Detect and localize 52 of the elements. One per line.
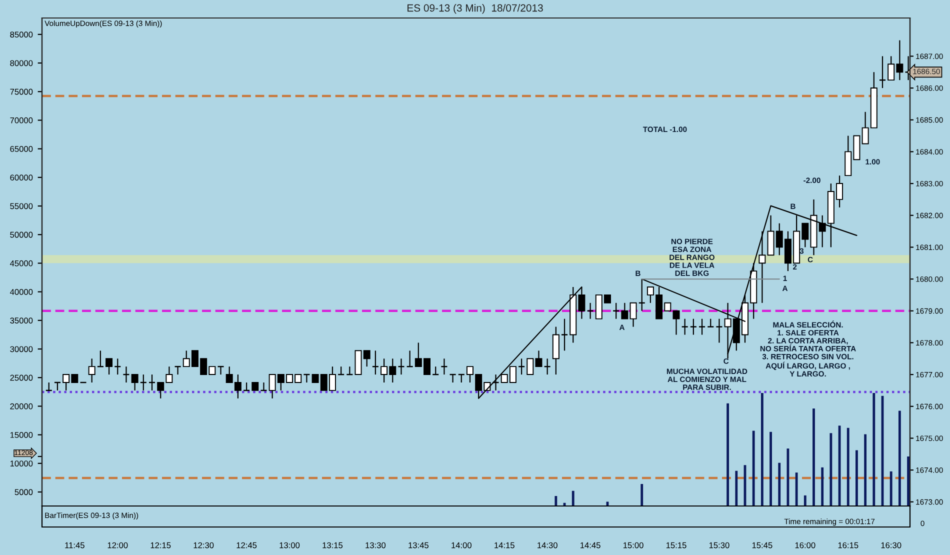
x-tick-label: 15:45 xyxy=(752,542,772,548)
y2-tick-label: 30000 xyxy=(10,346,33,352)
candlestick xyxy=(630,302,637,328)
x-tick-label: 14:15 xyxy=(494,542,514,548)
x-tick-label: 15:15 xyxy=(666,542,686,548)
x-tick-label: 13:45 xyxy=(408,542,428,548)
x-tick-label: 14:45 xyxy=(580,542,600,548)
candlestick xyxy=(681,318,688,336)
candlestick xyxy=(621,302,628,320)
x-tick-label: 15:00 xyxy=(623,542,644,548)
x-tick-label: 13:00 xyxy=(280,542,300,548)
y2-tick-label: 75000 xyxy=(10,88,33,95)
y2-tick-label: 35000 xyxy=(10,318,33,324)
candlestick xyxy=(131,374,138,391)
y2-tick-label: 70000 xyxy=(10,117,33,124)
y2-tick-label: 10000 xyxy=(10,460,33,466)
candlestick xyxy=(758,230,766,304)
y2-tick-label: 60000 xyxy=(10,174,33,181)
x-tick-label: 16:00 xyxy=(795,542,816,548)
x-tick-label: 16:30 xyxy=(881,542,902,548)
candlestick xyxy=(716,318,723,344)
candlestick xyxy=(698,318,706,336)
y2-tick-label: 45000 xyxy=(10,260,33,266)
candlestick xyxy=(612,302,620,320)
x-tick-label: 14:30 xyxy=(538,542,558,548)
x-tick-label: 13:15 xyxy=(322,542,343,548)
x-tick-label: 12:45 xyxy=(236,542,257,548)
y2-tick-label: 50000 xyxy=(10,232,33,238)
candlestick xyxy=(690,318,698,336)
y2-tick-label: 15000 xyxy=(10,432,33,438)
y2-tick-label: 85000 xyxy=(10,32,33,38)
candlestick xyxy=(106,358,113,376)
x-tick-label: 12:00 xyxy=(108,542,128,548)
x-tick-label: 16:15 xyxy=(838,542,858,548)
y2-tick-label: 55000 xyxy=(10,203,33,210)
x-tick-label: 11:45 xyxy=(65,542,84,548)
x-tick-label: 13:30 xyxy=(366,542,386,548)
x-tick-label: 12:30 xyxy=(194,542,214,548)
candlestick xyxy=(88,358,96,384)
y2-tick-label: 40000 xyxy=(10,289,33,295)
x-tick-label: 14:00 xyxy=(452,542,472,548)
candlestick xyxy=(586,302,594,320)
y2-tick-label: 65000 xyxy=(10,146,33,152)
y2-tick-label: 25000 xyxy=(10,374,33,381)
candlestick xyxy=(552,326,560,376)
x-tick-label: 12:15 xyxy=(150,542,171,548)
chart-title: ES 09-13 (3 Min) 18/07/2013 xyxy=(408,4,543,14)
x-tick-label: 15:30 xyxy=(709,542,730,548)
candlestick xyxy=(560,318,568,352)
y2-tick-label: 20000 xyxy=(10,403,33,410)
y2-tick-label: 80000 xyxy=(10,60,33,66)
y2-tick-label: 5000 xyxy=(14,489,33,496)
